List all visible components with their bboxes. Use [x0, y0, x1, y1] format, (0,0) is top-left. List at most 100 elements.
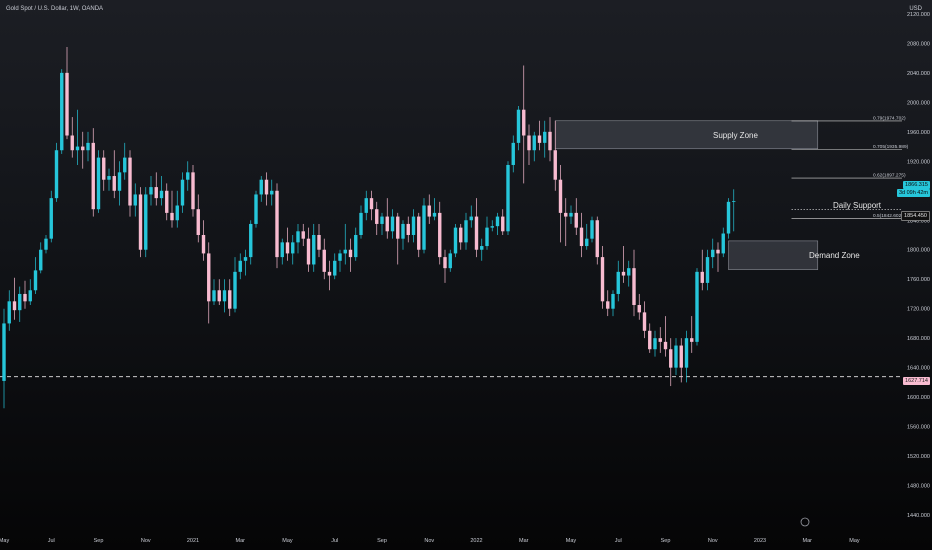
- candle-down: [642, 312, 647, 331]
- candle-down: [369, 198, 374, 210]
- candle-down: [501, 216, 505, 232]
- time-tick-label: 2023: [754, 538, 766, 544]
- candle-down: [375, 209, 379, 224]
- candle-down: [128, 157, 132, 206]
- time-tick-label: Sep: [377, 538, 387, 544]
- symbol-title[interactable]: Gold Spot / U.S. Dollar, 1W, OANDA: [6, 6, 104, 12]
- candle-down: [553, 150, 557, 180]
- candle-down: [700, 271, 704, 283]
- candle-up: [721, 233, 725, 254]
- price-tick-label: 1720.000: [907, 307, 930, 313]
- candle-down: [558, 179, 563, 213]
- candle-down: [102, 157, 106, 180]
- candle-up: [7, 301, 11, 324]
- candle-up: [212, 290, 216, 302]
- candle-up: [54, 150, 59, 199]
- time-tick-label: Jul: [48, 538, 55, 544]
- candle-up: [674, 345, 678, 368]
- candle-up: [495, 216, 500, 227]
- candle-up: [343, 249, 347, 254]
- time-tick-label: May: [0, 538, 9, 544]
- candle-up: [616, 271, 620, 294]
- candle-up: [480, 246, 484, 250]
- candle-down: [600, 257, 605, 302]
- current-price-badge: 1866.315: [903, 181, 930, 189]
- candle-up: [222, 290, 227, 302]
- candle-up: [28, 290, 32, 302]
- candle-down: [690, 338, 694, 342]
- time-tick-label: Nov: [708, 538, 718, 544]
- candle-up: [107, 176, 111, 180]
- candle-down: [417, 216, 421, 250]
- candle-up: [39, 249, 43, 271]
- candle-down: [474, 216, 479, 250]
- candle-down: [12, 301, 17, 311]
- candle-down: [207, 253, 211, 302]
- candle-up: [44, 238, 48, 250]
- candle-down: [385, 216, 389, 232]
- candle-down: [285, 242, 290, 254]
- candle-down: [191, 172, 195, 210]
- candle-down: [317, 234, 321, 250]
- candle-up: [627, 268, 631, 276]
- candle-up: [684, 338, 689, 368]
- candle-up: [695, 271, 699, 342]
- time-tick-label: Jul: [615, 538, 622, 544]
- fib-level-label: 0.62(1897.275): [873, 173, 906, 179]
- price-tick-label: 1960.000: [907, 130, 930, 136]
- candle-up: [60, 72, 64, 151]
- candle-down: [427, 205, 431, 217]
- candle-up: [732, 201, 736, 202]
- candle-up: [338, 253, 342, 261]
- candle-up: [333, 260, 337, 276]
- price-tick-label: 1680.000: [907, 336, 930, 342]
- candle-up: [117, 172, 122, 191]
- candle-up: [516, 109, 521, 143]
- candle-down: [23, 293, 27, 302]
- candle-up: [49, 198, 53, 239]
- candle-down: [406, 223, 410, 235]
- candle-down: [459, 227, 463, 243]
- candle-down: [201, 234, 206, 254]
- baseline-price-badge: 1627.714: [903, 377, 930, 385]
- candle-up: [149, 187, 153, 195]
- candle-down: [154, 187, 158, 199]
- time-tick-label: Nov: [424, 538, 434, 544]
- candle-up: [532, 135, 536, 151]
- candle-up: [653, 338, 657, 350]
- supply-zone-rect: [554, 120, 819, 150]
- candle-up: [490, 226, 494, 228]
- candle-up: [75, 146, 80, 151]
- fib-level-label: 0.79(1974.702): [873, 115, 906, 121]
- time-tick-label: Jul: [331, 538, 338, 544]
- price-tick-label: 1440.000: [907, 513, 930, 519]
- candle-down: [658, 338, 662, 342]
- candle-down: [327, 271, 332, 276]
- candle-up: [296, 231, 300, 243]
- candle-down: [112, 176, 116, 191]
- candle-down: [564, 212, 568, 217]
- time-tick-label: Nov: [141, 538, 151, 544]
- candle-up: [590, 220, 594, 239]
- time-tick-label: Sep: [661, 538, 671, 544]
- candle-down: [574, 212, 578, 228]
- candle-down: [606, 301, 610, 309]
- candle-down: [138, 194, 143, 250]
- candle-up: [585, 238, 589, 247]
- candle-up: [233, 271, 237, 309]
- candle-up: [144, 194, 148, 250]
- candle-up: [86, 142, 90, 151]
- time-tick-label: 2021: [187, 538, 199, 544]
- price-tick-label: 1560.000: [907, 425, 930, 431]
- price-tick-label: 1480.000: [907, 484, 930, 490]
- candle-down: [527, 135, 531, 151]
- candle-up: [243, 257, 248, 261]
- price-tick-label: 1760.000: [907, 277, 930, 283]
- candle-up: [259, 179, 263, 195]
- candle-up: [401, 223, 405, 239]
- candle-down: [170, 212, 174, 221]
- candle-up: [432, 212, 437, 217]
- price-tick-label: 1640.000: [907, 366, 930, 372]
